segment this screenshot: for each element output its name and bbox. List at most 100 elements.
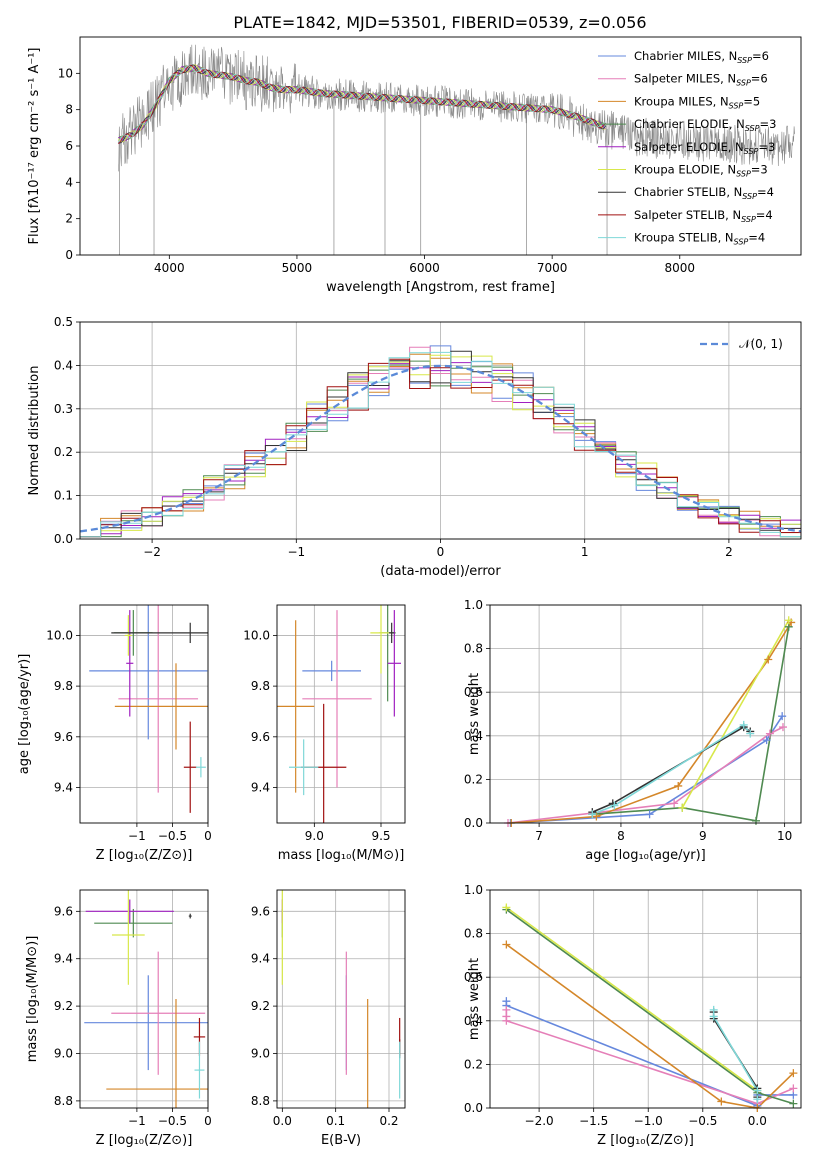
y-tick-label: 0.3 <box>54 402 73 416</box>
mass-weight-vs-Z-panel <box>486 889 801 1112</box>
y-tick-label: 0.2 <box>464 772 483 786</box>
legend-label-4: Salpeter ELODIE, NSSP=3 <box>634 140 775 156</box>
x-tick-label: 8000 <box>664 261 695 275</box>
x-axis-label: Z [log₁₀(Z/Z⊙)] <box>96 1133 193 1148</box>
mass-weight-vs-Z-point-6-3 <box>753 1095 762 1104</box>
x-tick-label: 6000 <box>409 261 440 275</box>
x-tick-label: 7000 <box>537 261 568 275</box>
mass-weight-vs-age-series-6 <box>592 723 751 816</box>
y-tick-label: 9.4 <box>251 952 270 966</box>
y-tick-label: 0.8 <box>464 927 483 941</box>
legend-label-1: Salpeter MILES, NSSP=6 <box>634 72 768 88</box>
x-axis-label: E(B-V) <box>321 1133 361 1148</box>
x-tick-label: −1 <box>128 1114 146 1128</box>
x-tick-label: −2.0 <box>525 1114 554 1128</box>
age-vs-Z-errorbars <box>89 605 208 813</box>
axes-frame <box>276 889 406 1109</box>
x-tick-label: −0.5 <box>688 1114 717 1128</box>
age-vs-Z-panel <box>76 605 209 827</box>
y-tick-label: 0.2 <box>54 445 73 459</box>
x-tick-label: −1 <box>287 545 305 559</box>
mass-weight-vs-age-point-2-2 <box>674 781 683 790</box>
x-tick-label: 4000 <box>154 261 185 275</box>
mass-weight-vs-age-lines <box>507 619 792 823</box>
y-axis-label: Normed distribution <box>27 366 42 496</box>
x-tick-label: 0.0 <box>748 1114 767 1128</box>
y-tick-label: 2 <box>65 212 73 226</box>
x-tick-label: −1.5 <box>579 1114 608 1128</box>
y-tick-label: 9.6 <box>54 904 73 918</box>
y-tick-label: 9.8 <box>54 679 73 693</box>
x-axis-label: mass [log₁₀(M/M⊙)] <box>278 848 405 863</box>
histogram-series-7 <box>80 358 801 539</box>
x-tick-label: 9.5 <box>371 829 390 843</box>
mass-weight-vs-age-series-0 <box>510 715 783 823</box>
x-axis-label: wavelength [Angstrom, rest frame] <box>326 280 555 295</box>
legend-label-0: Chabrier MILES, NSSP=6 <box>634 49 769 65</box>
x-tick-label: 10 <box>777 829 792 843</box>
histogram-series-6 <box>80 350 801 539</box>
mass-weight-vs-Z-point-2-0 <box>502 940 511 949</box>
legend-label-2: Kroupa MILES, NSSP=5 <box>634 94 760 110</box>
mass-weight-vs-Z-series-4 <box>505 906 758 1092</box>
figure-title: PLATE=1842, MJD=53501, FIBERID=0539, z=0… <box>233 13 646 32</box>
mass-weight-vs-age-point-1-1 <box>670 799 679 808</box>
mass-vs-EBV-panel <box>273 890 405 1112</box>
y-tick-label: 1.0 <box>464 883 483 897</box>
histogram-steps <box>80 345 801 539</box>
axes-frame <box>79 604 209 824</box>
y-tick-label: 0.1 <box>54 489 73 503</box>
y-tick-label: 4 <box>65 175 73 189</box>
histogram-series-0 <box>80 345 801 539</box>
x-tick-label: 0.1 <box>326 1114 345 1128</box>
y-tick-label: 9.0 <box>251 1047 270 1061</box>
mass-weight-vs-age-point-2-1 <box>592 812 601 821</box>
x-tick-label: 0 <box>437 545 445 559</box>
x-axis-label: Z [log₁₀(Z/Z⊙)] <box>96 848 193 863</box>
y-tick-label: 0.0 <box>464 1101 483 1115</box>
y-tick-label: 9.0 <box>54 1047 73 1061</box>
y-tick-label: 6 <box>65 139 73 153</box>
age-vs-mass-errorbars <box>277 605 401 823</box>
y-axis-label: Flux [fλ10⁻¹⁷ erg cm⁻² s⁻¹ A⁻¹] <box>27 48 42 245</box>
mass-weight-vs-Z-point-3-2 <box>789 1099 798 1108</box>
mass-weight-vs-Z-point-4-0 <box>502 903 511 912</box>
mass-weight-vs-Z-point-6-2 <box>753 1086 762 1095</box>
legend-label-8: Kroupa STELIB, NSSP=4 <box>634 231 765 247</box>
y-tick-label: 9.6 <box>251 904 270 918</box>
mass-weight-vs-age-point-6-1 <box>610 801 619 810</box>
histogram-series-4 <box>80 362 801 539</box>
x-tick-label: −1 <box>128 829 146 843</box>
y-axis-label: mass [log₁₀(M/M⊙)] <box>25 936 40 1063</box>
spectrum-panel <box>76 72 681 259</box>
y-tick-label: 0.6 <box>464 970 483 984</box>
mass-weight-vs-Z-point-6-1 <box>709 1012 718 1021</box>
y-tick-label: 0.6 <box>464 685 483 699</box>
observed-spectrum <box>118 44 795 172</box>
y-tick-label: 0.8 <box>464 642 483 656</box>
mass-weight-vs-age-series-2 <box>511 621 792 823</box>
y-tick-label: 9.6 <box>251 730 270 744</box>
y-tick-label: 9.4 <box>251 781 270 795</box>
y-tick-label: 0.0 <box>464 816 483 830</box>
mass-weight-vs-age-point-3-2 <box>751 816 760 825</box>
x-tick-label: 9.0 <box>305 829 324 843</box>
gaussian-reference-curve <box>80 364 801 533</box>
y-tick-label: 8.8 <box>54 1094 73 1108</box>
y-tick-label: 9.4 <box>54 781 73 795</box>
x-tick-label: 2 <box>725 545 733 559</box>
y-tick-label: 0.4 <box>464 1014 483 1028</box>
y-tick-label: 10.0 <box>46 628 73 642</box>
mass-weight-vs-age-point-6-2 <box>739 720 748 729</box>
x-tick-label: 7 <box>535 829 543 843</box>
mass-vs-EBV-errorbars <box>281 890 401 1108</box>
axes-frame <box>489 604 802 824</box>
y-tick-label: 0.5 <box>54 315 73 329</box>
mass-weight-vs-age-point-2-3 <box>764 655 773 664</box>
mass-weight-vs-age-point-0-2 <box>762 736 771 745</box>
y-tick-label: 9.2 <box>54 999 73 1013</box>
legend-label-5: Kroupa ELODIE, NSSP=3 <box>634 163 768 179</box>
mass-weight-vs-Z-point-1-4 <box>789 1084 798 1093</box>
y-tick-label: 8 <box>65 103 73 117</box>
